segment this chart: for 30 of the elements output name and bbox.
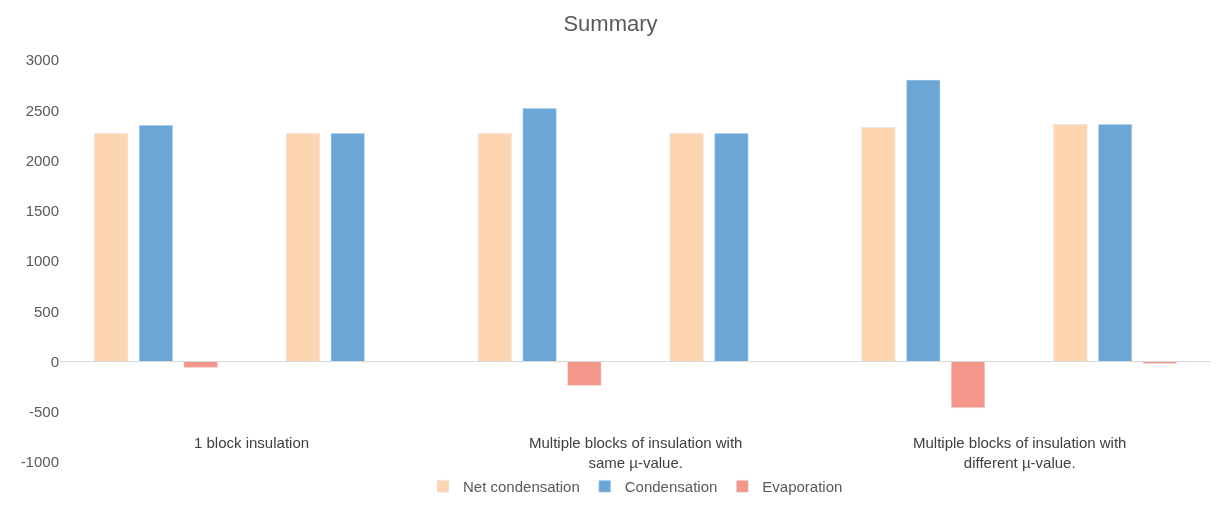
annotation: Multiple blocks of insulation with different µ-value. — [913, 434, 1127, 471]
bar — [477, 133, 512, 362]
legend-label: Condensation — [624, 478, 718, 496]
y-tick-label: -500 — [28, 403, 59, 420]
legend-label: Net condensation — [463, 478, 580, 496]
y-tick-label: 500 — [33, 302, 59, 320]
bar — [1098, 124, 1133, 362]
y-tick-label: 2500 — [25, 101, 59, 119]
bar — [330, 133, 365, 362]
bar — [669, 133, 704, 362]
bar — [714, 133, 749, 362]
bar — [94, 133, 129, 362]
y-tick-label: 3000 — [25, 51, 59, 69]
y-tick-label: 0 — [50, 352, 59, 370]
bar — [861, 127, 896, 362]
bar — [906, 79, 941, 362]
annotation: 1 block insulation — [194, 434, 310, 451]
bar — [950, 361, 986, 408]
y-tick-label: 2000 — [25, 151, 59, 169]
y-tick-label: 1000 — [25, 252, 59, 270]
bar — [522, 107, 557, 362]
bar — [1053, 124, 1088, 362]
bar — [567, 361, 602, 386]
legend-label: Evaporation — [762, 478, 843, 496]
bar — [285, 133, 321, 362]
bar — [138, 125, 173, 362]
annotation: Multiple blocks of insulation with same µ-value. — [529, 434, 743, 471]
chart-title: Summary — [563, 11, 658, 37]
y-tick-label: 1500 — [25, 202, 59, 219]
y-tick-label: -1000 — [20, 453, 59, 471]
